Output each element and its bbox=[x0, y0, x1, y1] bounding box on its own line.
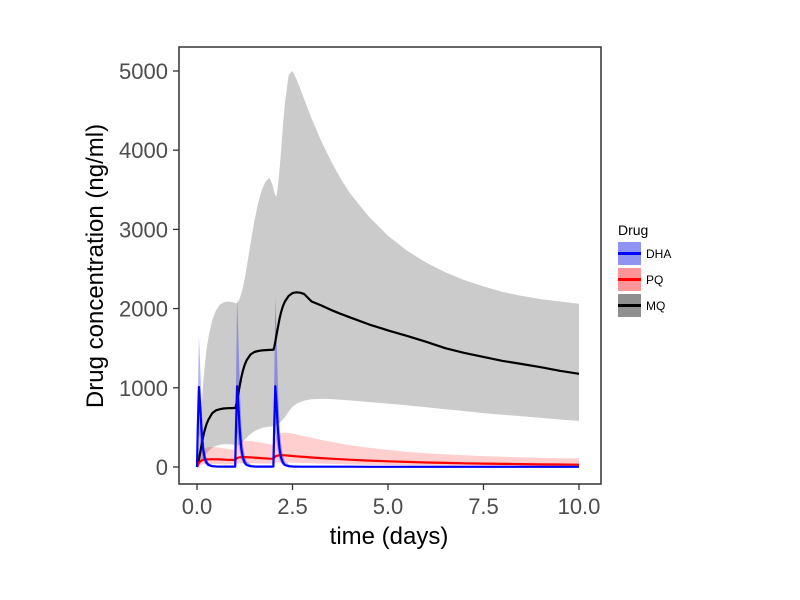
x-tick-label: 10.0 bbox=[558, 494, 601, 519]
legend-key-line-dha bbox=[618, 252, 641, 255]
panel-border bbox=[178, 46, 602, 485]
x-axis-title: time (days) bbox=[329, 523, 449, 550]
y-tick-label: 5000 bbox=[119, 59, 168, 84]
x-tick-label: 2.5 bbox=[277, 494, 308, 519]
y-tick-label: 0 bbox=[156, 455, 168, 480]
mean-line-mq bbox=[195, 291, 580, 468]
legend-entries: DHA PQ MQ bbox=[618, 242, 671, 317]
legend-label-mq: MQ bbox=[646, 298, 666, 313]
y-axis-title: Drug concentration (ng/ml) bbox=[82, 123, 109, 409]
legend-key-line-mq bbox=[618, 304, 641, 307]
legend-entry-mq: MQ bbox=[618, 294, 671, 317]
ribbon-mq bbox=[197, 71, 579, 467]
legend-key-line-pq bbox=[618, 278, 641, 281]
legend-title: Drug bbox=[618, 222, 649, 238]
x-tick-label: 7.5 bbox=[468, 494, 499, 519]
legend-key-pq bbox=[618, 268, 641, 291]
y-tick-label: 1000 bbox=[119, 376, 168, 401]
y-tick-label: 2000 bbox=[119, 297, 168, 322]
ribbon-pq bbox=[197, 432, 579, 467]
y-tick-label: 3000 bbox=[119, 217, 168, 242]
legend-label-dha: DHA bbox=[646, 246, 672, 261]
mean-line-dha bbox=[195, 385, 579, 468]
legend: Drug DHA PQ MQ bbox=[618, 222, 671, 320]
legend-key-dha bbox=[618, 242, 641, 265]
legend-entry-pq: PQ bbox=[618, 268, 671, 291]
legend-entry-dha: DHA bbox=[618, 242, 671, 265]
y-tick-label: 4000 bbox=[119, 138, 168, 163]
legend-key-mq bbox=[618, 294, 641, 317]
x-tick-label: 0.0 bbox=[182, 494, 213, 519]
x-tick-label: 5.0 bbox=[373, 494, 404, 519]
legend-label-pq: PQ bbox=[646, 272, 664, 287]
